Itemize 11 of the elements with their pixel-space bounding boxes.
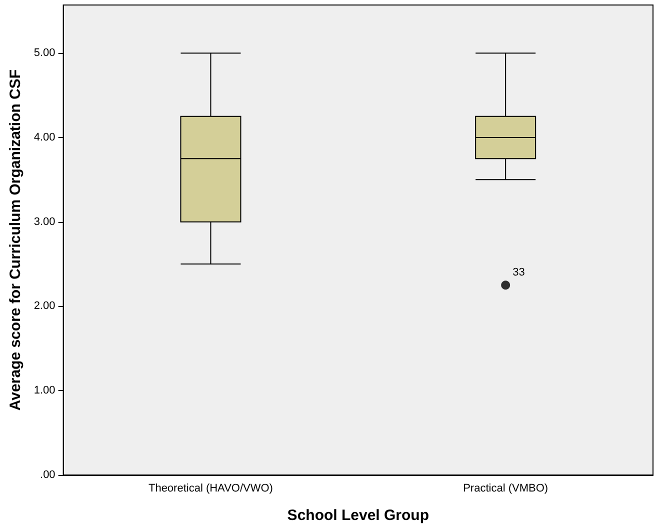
y-tick-label: 4.00 xyxy=(34,131,56,144)
x-tick-label: Theoretical (HAVO/VWO) xyxy=(148,482,273,494)
annotation: 33 xyxy=(512,266,525,279)
x-tick-label: Practical (VMBO) xyxy=(463,482,548,494)
y-tick-label: .00 xyxy=(40,469,56,481)
y-tick-label: 1.00 xyxy=(34,384,56,397)
x-axis-title: School Level Group xyxy=(287,507,429,524)
y-axis-title: Average score for Curriculum Organization CSF xyxy=(7,69,24,411)
y-tick-label: 3.00 xyxy=(34,216,56,228)
y-tick-label: 5.00 xyxy=(34,47,56,60)
y-tick-label: 2.00 xyxy=(34,300,56,312)
